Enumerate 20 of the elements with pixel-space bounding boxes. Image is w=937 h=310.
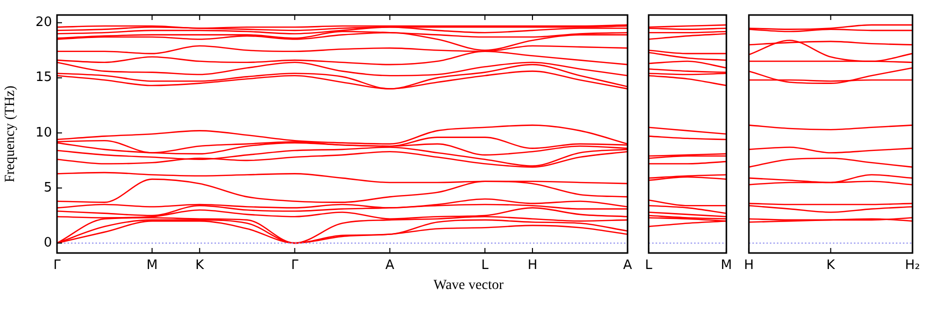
y-axis-title: Frequency (THz) bbox=[3, 85, 18, 182]
x-tick-label: Γ bbox=[291, 258, 300, 274]
x-tick-label: H bbox=[744, 258, 754, 274]
x-tick-label: A bbox=[623, 258, 632, 274]
x-tick-label: Γ bbox=[53, 258, 62, 274]
y-tick-label: 10 bbox=[35, 125, 52, 140]
y-tick-label: 20 bbox=[35, 15, 52, 30]
y-tick-label: 0 bbox=[44, 235, 52, 250]
x-tick-label: M bbox=[720, 258, 732, 274]
x-tick-label: H₂ bbox=[905, 258, 920, 274]
x-tick-label: A bbox=[385, 258, 394, 274]
x-tick-label: K bbox=[195, 258, 204, 274]
x-tick-label: K bbox=[826, 258, 836, 274]
y-tick-label: 15 bbox=[35, 70, 52, 86]
x-tick-label: H bbox=[528, 258, 538, 274]
x-tick-label: L bbox=[481, 258, 490, 274]
y-tick-label: 5 bbox=[44, 180, 52, 196]
x-tick-label: L bbox=[644, 258, 653, 274]
x-axis-title: Wave vector bbox=[432, 278, 504, 294]
x-tick-label: M bbox=[146, 258, 158, 274]
